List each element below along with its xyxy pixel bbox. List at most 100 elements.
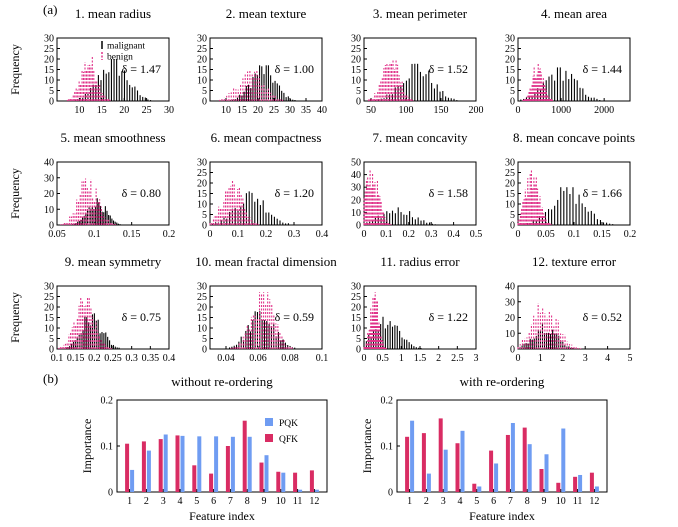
panel-title: 8. mean concave points: [513, 130, 635, 145]
y-axis-label: Importance: [80, 419, 94, 474]
plot-frame: [363, 161, 477, 226]
histogram-panel-5: 5. mean smoothness 0 10 20 30 40 0.05 0.1 0.15 0.…: [8, 130, 175, 240]
x-tick-label: 3: [441, 496, 446, 507]
delta-value: δ = 1.22: [429, 310, 468, 324]
y-tick-label: 5: [202, 334, 207, 345]
x-tick-label: 0: [362, 353, 367, 364]
y-tick-label: 5: [356, 86, 361, 97]
y-tick-label: 10: [44, 205, 54, 216]
x-tick-label: 25: [269, 105, 279, 116]
x-tick-label: 0.1: [51, 353, 64, 364]
pqk-bar: [410, 420, 415, 492]
y-tick-label: 0.1: [381, 442, 394, 453]
y-tick-label: 10: [351, 324, 361, 335]
x-tick-label: 5: [628, 353, 633, 364]
y-tick-label: 20: [351, 55, 361, 66]
x-tick-label: 12: [309, 496, 319, 507]
y-axis-label: Frequency: [8, 168, 22, 219]
qfk-bar: [589, 472, 594, 492]
qfk-bar: [158, 439, 163, 492]
qfk-bar: [539, 469, 544, 492]
qfk-bar: [472, 483, 477, 492]
y-tick-label: 10: [505, 200, 515, 211]
panel-title: 2. mean texture: [226, 6, 307, 21]
x-tick-label: 0.15: [67, 353, 85, 364]
pqk-bar: [443, 449, 448, 492]
pqk-bar: [180, 435, 185, 492]
x-tick-label: 11: [573, 496, 583, 507]
x-tick-label: 8: [525, 496, 530, 507]
qfk-bar: [421, 433, 426, 492]
y-tick-label: 0: [202, 97, 207, 108]
x-tick-label: 1: [538, 353, 543, 364]
x-tick-label: 0.05: [537, 229, 555, 240]
y-tick-label: 20: [505, 55, 515, 66]
x-tick-label: 20: [253, 105, 263, 116]
qfk-bar: [276, 471, 281, 492]
y-tick-label: 15: [44, 313, 54, 324]
pqk-bar: [197, 436, 202, 492]
x-tick-label: 0.2: [624, 229, 637, 240]
y-tick-label: 10: [197, 76, 207, 87]
x-tick-label: 0.2: [403, 229, 416, 240]
x-tick-label: 15: [237, 105, 247, 116]
x-tick-label: 35: [301, 105, 311, 116]
y-tick-label: 40: [351, 170, 361, 181]
panel-title: 5. mean smoothness: [60, 130, 165, 145]
y-tick-label: 25: [197, 44, 207, 55]
delta-value: δ = 1.47: [122, 62, 161, 76]
y-tick-label: 40: [505, 282, 515, 293]
y-tick-label: 0: [202, 345, 207, 356]
x-tick-label: 0.1: [380, 229, 393, 240]
x-axis-label: Feature index: [469, 509, 535, 523]
x-tick-label: 0.2: [260, 229, 273, 240]
y-tick-label: 0: [49, 221, 54, 232]
x-tick-label: 0.04: [217, 353, 235, 364]
x-tick-label: 0.06: [249, 353, 267, 364]
panel-b-label: (b): [43, 371, 58, 386]
x-tick-label: 30: [164, 105, 174, 116]
y-tick-label: 15: [351, 313, 361, 324]
y-tick-label: 10: [197, 200, 207, 211]
panel-title: 7. mean concavity: [373, 130, 468, 145]
pqk-bar: [544, 454, 549, 492]
pqk-legend-label: PQK: [279, 419, 298, 429]
pqk-bar: [594, 486, 599, 492]
qfk-bar: [225, 446, 230, 492]
panel-title: 12. texture error: [532, 254, 617, 269]
qfk-bar: [556, 482, 561, 492]
y-tick-label: 0: [202, 221, 207, 232]
x-tick-label: 1: [399, 353, 404, 364]
pqk-bar: [230, 436, 235, 492]
x-tick-label: 3: [474, 353, 479, 364]
y-tick-label: 0: [356, 345, 361, 356]
delta-value: δ = 1.00: [275, 62, 314, 76]
legend-benign-label: benign: [107, 53, 133, 63]
y-tick-label: 30: [197, 158, 207, 169]
x-tick-label: 0.3: [288, 229, 301, 240]
qfk-bar: [125, 443, 130, 492]
y-tick-label: 25: [197, 292, 207, 303]
y-tick-label: 30: [351, 183, 361, 194]
x-tick-label: 1.5: [414, 353, 427, 364]
y-tick-label: 25: [44, 44, 54, 55]
y-tick-label: 25: [351, 44, 361, 55]
delta-value: δ = 0.80: [122, 186, 161, 200]
delta-value: δ = 0.59: [275, 310, 314, 324]
qfk-bar: [573, 476, 578, 492]
panel-title: 3. mean perimeter: [373, 6, 468, 21]
y-tick-label: 40: [44, 158, 54, 169]
x-tick-label: 10: [556, 496, 566, 507]
y-tick-label: 15: [44, 65, 54, 76]
x-tick-label: 4: [605, 353, 610, 364]
x-tick-label: 50: [366, 105, 376, 116]
delta-value: δ = 1.52: [429, 62, 468, 76]
y-tick-label: 0: [108, 488, 113, 499]
y-tick-label: 0: [356, 221, 361, 232]
